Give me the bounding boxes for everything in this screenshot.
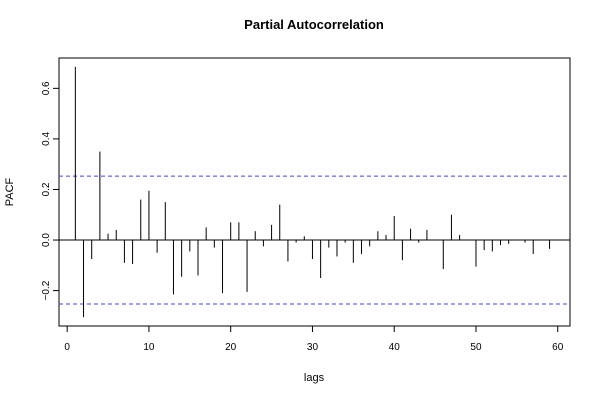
plot-frame <box>58 57 571 327</box>
x-tick-label: 60 <box>552 342 564 353</box>
y-tick-label: 0.2 <box>41 182 52 196</box>
y-axis: −0.2 0.0 0.2 0.4 0.6 <box>41 81 59 300</box>
x-tick-label: 20 <box>225 342 237 353</box>
x-tick-label: 30 <box>307 342 319 353</box>
x-axis-label: lags <box>304 372 325 384</box>
y-tick-label: 0.0 <box>41 233 52 247</box>
x-tick-label: 0 <box>64 342 70 353</box>
x-tick-label: 10 <box>143 342 155 353</box>
y-tick-label: 0.6 <box>41 81 52 95</box>
chart-title: Partial Autocorrelation <box>244 17 384 32</box>
y-tick-label: 0.4 <box>41 132 52 146</box>
x-axis: 0 10 20 30 40 50 60 <box>64 326 564 353</box>
x-tick-label: 50 <box>470 342 482 353</box>
x-tick-label: 40 <box>389 342 401 353</box>
y-tick-label: −0.2 <box>41 280 52 300</box>
y-axis-label: PACF <box>4 177 16 206</box>
pacf-bars <box>74 66 551 318</box>
